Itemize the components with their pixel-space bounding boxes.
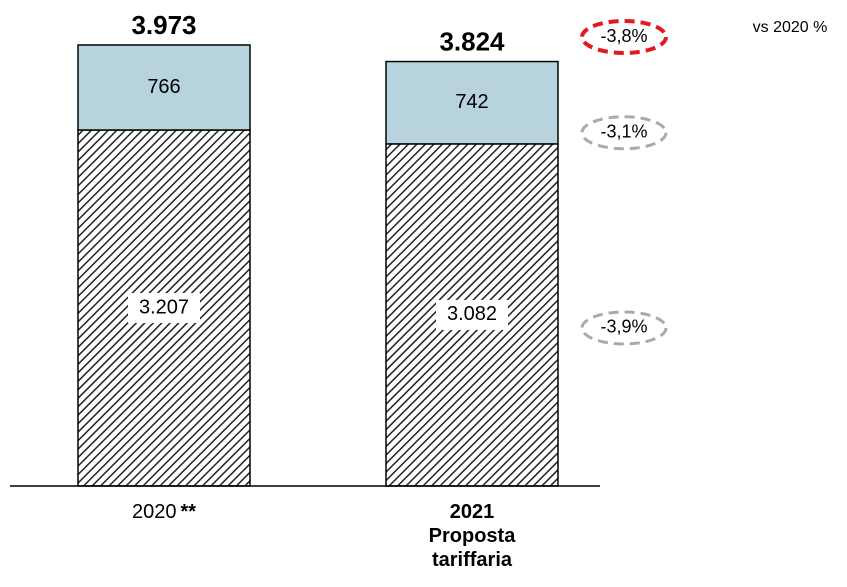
- annotation-oval: [580, 19, 668, 55]
- category: 2021: [449, 501, 495, 523]
- bar-segment: [385, 60, 559, 145]
- total-label: 3.973: [131, 10, 196, 40]
- annotation: -3,1%: [600, 121, 647, 141]
- annotation-oval: [580, 310, 668, 346]
- value-label: 766: [147, 76, 180, 98]
- label-box: [128, 293, 200, 324]
- x-tick-label: 2020 **: [64, 500, 264, 524]
- annotation-title: vs 2020 %: [753, 19, 828, 36]
- annotation: -3,9%: [600, 317, 647, 337]
- annotation: -3,8%: [600, 26, 647, 46]
- value-label: 742: [455, 91, 488, 113]
- label-box: [436, 299, 508, 330]
- annotation-oval: [580, 115, 668, 151]
- value-label: 3.082: [447, 303, 497, 325]
- value-label: 3.207: [139, 296, 189, 318]
- category-note: Proposta tariffaria: [428, 525, 516, 571]
- total-label: 3.824: [439, 26, 505, 56]
- bar-segment: [77, 44, 251, 131]
- category: 2020: [131, 501, 177, 523]
- category-note: **: [180, 501, 197, 523]
- x-tick-label: 2021 Proposta tariffaria: [372, 500, 572, 572]
